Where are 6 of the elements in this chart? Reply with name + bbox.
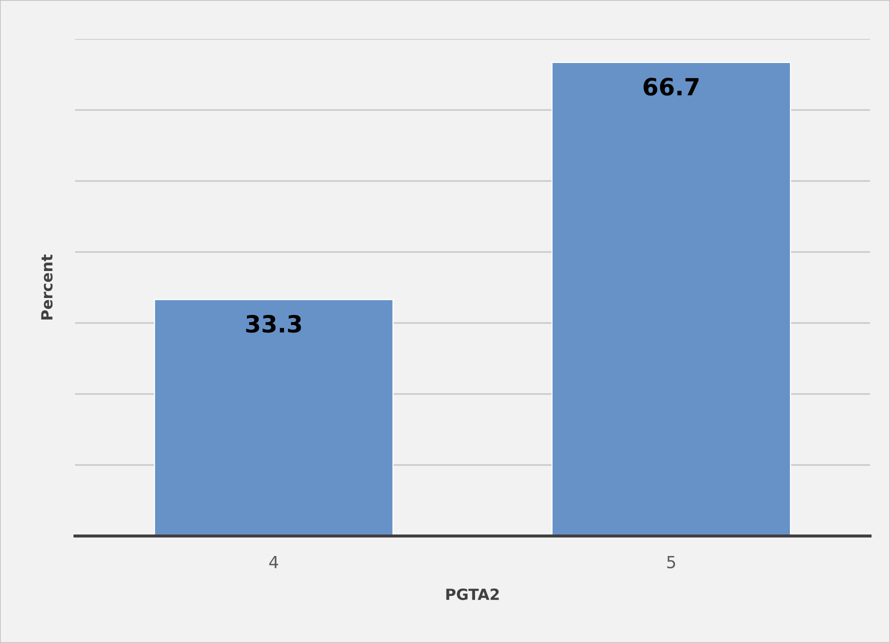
y-axis-title: Percent [41,254,53,320]
x-tick-label: 5 [667,556,676,568]
data-label: 33.3 [246,314,301,333]
x-tick-label: 4 [269,556,278,568]
data-label: 66.7 [644,78,698,96]
x-axis-title: PGTA2 [446,588,499,600]
